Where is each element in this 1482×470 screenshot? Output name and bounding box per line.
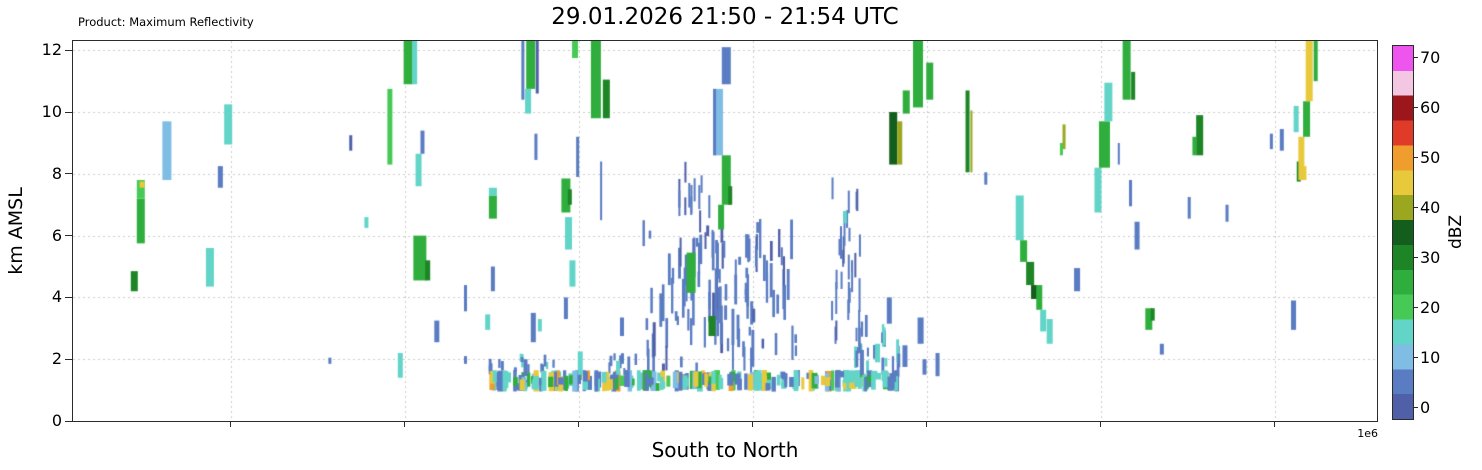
colorbar xyxy=(1392,45,1414,420)
x-tick-mark xyxy=(577,422,579,427)
x-tick-mark xyxy=(752,422,754,427)
y-tick-label: 0 xyxy=(51,411,62,430)
x-axis-label: South to North xyxy=(651,438,799,462)
colorbar-tick-label: 0 xyxy=(1420,397,1431,417)
y-tick-label: 2 xyxy=(51,349,62,369)
y-tick-mark xyxy=(65,173,72,175)
x-tick-mark xyxy=(1274,422,1276,427)
y-tick-label: 10 xyxy=(41,102,62,122)
y-tick-mark xyxy=(65,49,72,51)
reflectivity-canvas xyxy=(73,41,1377,421)
plot-area xyxy=(72,40,1378,422)
y-tick-mark xyxy=(65,420,72,422)
y-tick-label: 8 xyxy=(51,163,62,183)
y-tick-mark xyxy=(65,296,72,298)
x-axis-offset-label: 1e6 xyxy=(1357,427,1378,440)
colorbar-tick-label: 70 xyxy=(1420,47,1441,67)
colorbar-tick-label: 30 xyxy=(1420,247,1441,267)
y-tick-mark xyxy=(65,235,72,237)
colorbar-tick-label: 60 xyxy=(1420,97,1441,117)
y-tick-label: 4 xyxy=(51,287,62,307)
x-tick-mark xyxy=(229,422,231,427)
y-tick-mark xyxy=(65,358,72,360)
chart-title: 29.01.2026 21:50 - 21:54 UTC xyxy=(551,4,899,30)
x-tick-mark xyxy=(926,422,928,427)
colorbar-tick-label: 20 xyxy=(1420,297,1441,317)
y-tick-label: 12 xyxy=(41,40,62,60)
x-tick-mark xyxy=(403,422,405,427)
colorbar-tick-label: 10 xyxy=(1420,347,1441,367)
colorbar-label: dBZ xyxy=(1446,214,1466,250)
y-tick-mark xyxy=(65,111,72,113)
y-axis-label: km AMSL xyxy=(5,187,27,275)
x-tick-mark xyxy=(1100,422,1102,427)
colorbar-tick-label: 50 xyxy=(1420,147,1441,167)
product-label: Product: Maximum Reflectivity xyxy=(78,15,254,29)
